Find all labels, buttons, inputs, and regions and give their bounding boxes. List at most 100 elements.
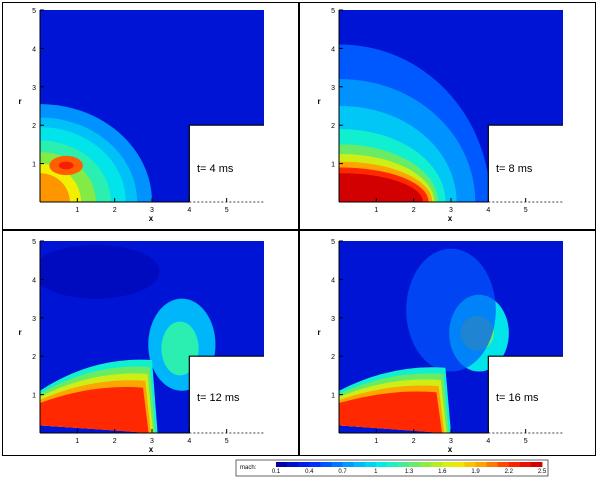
x-tick-label: 2	[412, 438, 416, 445]
r-tick-label: 2	[32, 354, 36, 361]
legend-swatch	[397, 462, 410, 467]
legend-swatch	[530, 462, 543, 467]
obstacle-outline	[188, 124, 264, 202]
r-tick-label: 4	[331, 277, 335, 284]
legend-tick-label: 2.5	[538, 469, 547, 475]
x-tick-label: 1	[75, 207, 79, 214]
r-tick-label: 2	[331, 354, 335, 361]
r-tick-label: 2	[331, 123, 335, 130]
r-tick-label: 1	[331, 162, 335, 169]
obstacle-outline	[487, 355, 563, 433]
legend-tick-label: 1.9	[471, 469, 480, 475]
r-tick-label: 3	[331, 316, 335, 323]
x-tick-label: 5	[225, 438, 229, 445]
x-tick-label: 3	[150, 438, 154, 445]
time-label: t= 12 ms	[197, 392, 240, 404]
r-tick-label: 2	[32, 123, 36, 130]
x-tick-label: 3	[150, 207, 154, 214]
legend-swatch	[453, 462, 465, 467]
panel-border-2	[299, 2, 596, 230]
legend-swatch	[276, 462, 288, 467]
legend-swatch	[298, 462, 310, 467]
legend-swatch	[287, 462, 299, 467]
r-tick-label: 5	[331, 8, 335, 15]
x-axis-label: x	[448, 445, 453, 454]
x-tick-label: 4	[187, 438, 191, 445]
legend-swatch	[486, 462, 499, 467]
x-tick-label: 2	[113, 207, 117, 214]
legend-tick-label: 0.4	[305, 469, 314, 475]
x-tick-label: 4	[187, 207, 191, 214]
r-tick-label: 5	[32, 8, 36, 15]
legend-swatch	[442, 462, 454, 467]
x-tick-label: 1	[374, 438, 378, 445]
time-label: t= 8 ms	[496, 163, 533, 175]
r-tick-label: 1	[32, 393, 36, 400]
legend-swatch	[353, 462, 366, 467]
legend-swatch	[386, 462, 399, 467]
x-tick-label: 5	[225, 207, 229, 214]
legend-swatch	[420, 462, 432, 467]
legend-title: mach:	[240, 465, 257, 471]
x-tick-label: 5	[524, 438, 528, 445]
legend-swatch	[497, 462, 510, 467]
mach-contour-field	[40, 10, 264, 202]
legend-swatch	[364, 462, 377, 467]
mach-contour-field	[339, 241, 563, 433]
legend-tick-label: 1	[374, 469, 378, 475]
x-tick-label: 3	[449, 207, 453, 214]
legend-swatch	[320, 462, 332, 467]
r-axis-label: r	[18, 328, 21, 337]
legend-tick-label: 0.1	[272, 469, 281, 475]
legend-swatch	[464, 462, 476, 467]
panel-border-4	[299, 230, 596, 456]
obstacle-outline	[487, 124, 563, 202]
legend-swatch	[475, 462, 487, 467]
legend-swatch	[431, 462, 443, 467]
r-axis-label: r	[317, 328, 320, 337]
legend-tick-label: 0.7	[338, 469, 347, 475]
r-tick-label: 5	[331, 239, 335, 246]
x-tick-label: 2	[113, 438, 117, 445]
legend-tick-label: 1.6	[438, 469, 447, 475]
x-tick-label: 4	[486, 207, 490, 214]
x-tick-label: 2	[412, 207, 416, 214]
panel-border-3	[2, 230, 299, 456]
panel-2: 1 2 3 4 5 1 2 3 4 5 x r t= 8 ms	[317, 8, 563, 223]
r-tick-label: 1	[331, 393, 335, 400]
legend-swatch	[342, 462, 354, 467]
r-tick-label: 1	[32, 162, 36, 169]
panel-border-1	[2, 2, 299, 230]
x-tick-label: 5	[524, 207, 528, 214]
legend-swatch	[375, 462, 388, 467]
legend-tick-label: 2.2	[505, 469, 514, 475]
legend-swatch	[519, 462, 532, 467]
mach-contour-field	[40, 241, 264, 433]
x-tick-label: 3	[449, 438, 453, 445]
x-tick-label: 1	[75, 438, 79, 445]
r-tick-label: 4	[32, 46, 36, 53]
x-axis-label: x	[149, 445, 154, 454]
time-label: t= 4 ms	[197, 163, 234, 175]
time-label: t= 16 ms	[496, 392, 539, 404]
x-tick-label: 1	[374, 207, 378, 214]
x-axis-label: x	[448, 214, 453, 223]
r-tick-label: 3	[32, 316, 36, 323]
legend-swatch	[508, 462, 521, 467]
x-axis-label: x	[149, 214, 154, 223]
r-tick-label: 4	[331, 46, 335, 53]
legend-swatch	[331, 462, 343, 467]
legend-tick-label: 1.3	[405, 469, 414, 475]
r-tick-label: 3	[331, 85, 335, 92]
r-tick-label: 4	[32, 277, 36, 284]
r-tick-label: 3	[32, 85, 36, 92]
panel-1: 1 2 3 4 5 1 2 3 4 5 x r t= 4 ms	[18, 8, 264, 223]
r-tick-label: 5	[32, 239, 36, 246]
panel-4: 1 2 3 4 5 1 2 3 4 5 x r t= 16 ms	[317, 239, 563, 454]
obstacle-outline	[188, 355, 264, 433]
mach-legend: mach: 0.1 0.4 0.7 1 1.3 1.6 1.9 2.2 2.5	[235, 459, 549, 477]
legend-swatch	[309, 462, 321, 467]
x-tick-label: 4	[486, 438, 490, 445]
